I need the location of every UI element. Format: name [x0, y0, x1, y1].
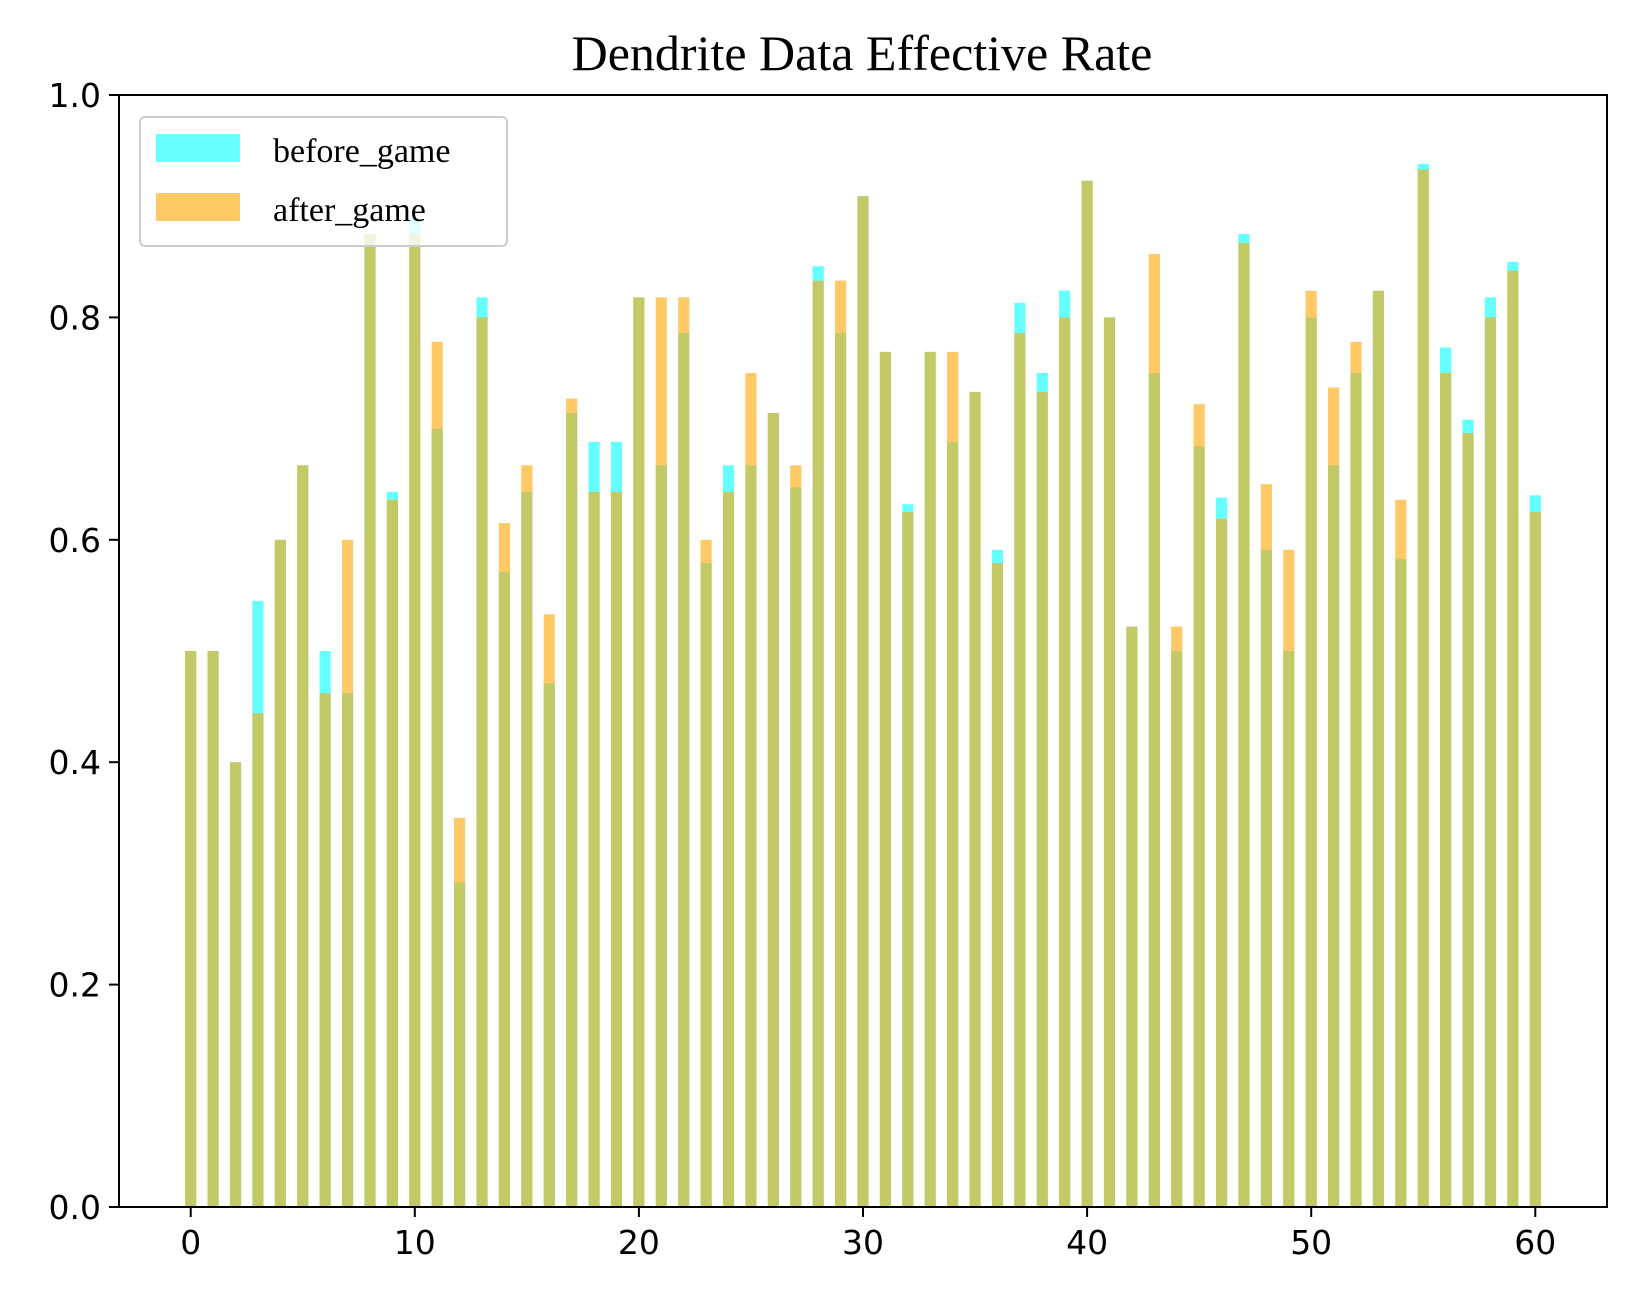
- legend-label-before-game: before_game: [273, 133, 450, 170]
- x-tick-label-60: 60: [1514, 1223, 1556, 1262]
- x-tick-label-50: 50: [1290, 1223, 1332, 1262]
- bar-after-game-15: [521, 465, 533, 1207]
- bar-after-game-45: [1193, 404, 1205, 1207]
- bar-after-game-57: [1462, 433, 1474, 1208]
- bar-after-game-13: [476, 317, 488, 1207]
- bar-after-game-38: [1036, 391, 1048, 1207]
- chart-title: Dendrite Data Effective Rate: [572, 25, 1153, 81]
- bar-after-game-2: [229, 762, 242, 1207]
- bar-after-game-8: [364, 234, 376, 1207]
- y-tick-label-0.2: 0.2: [49, 966, 101, 1005]
- bar-after-game-48: [1260, 484, 1272, 1207]
- bar-after-game-20: [633, 297, 645, 1207]
- bar-after-game-30: [857, 196, 869, 1207]
- x-tick-label-30: 30: [842, 1223, 884, 1262]
- plot-frame: [118, 94, 1608, 1208]
- bar-after-game-7: [341, 539, 354, 1207]
- bar-after-game-3: [252, 713, 264, 1207]
- bar-after-game-55: [1417, 169, 1429, 1207]
- bar-after-game-37: [1014, 332, 1026, 1207]
- bar-after-game-40: [1081, 180, 1093, 1207]
- bar-after-game-42: [1126, 626, 1138, 1207]
- bar-after-game-32: [902, 512, 914, 1207]
- bar-after-game-39: [1059, 317, 1071, 1207]
- x-tick-label-10: 10: [394, 1223, 436, 1262]
- bar-after-game-10: [409, 234, 421, 1207]
- bar-after-game-18: [588, 491, 600, 1207]
- bars-group: [185, 163, 1541, 1208]
- bar-after-game-16: [543, 614, 555, 1207]
- bar-after-game-24: [722, 491, 735, 1207]
- bar-after-game-47: [1238, 242, 1250, 1207]
- bar-after-game-5: [297, 465, 309, 1207]
- x-tick-label-0: 0: [180, 1223, 201, 1262]
- bar-after-game-22: [678, 297, 690, 1207]
- bar-after-game-19: [610, 491, 623, 1207]
- bar-after-game-0: [185, 651, 197, 1207]
- bar-after-game-60: [1529, 512, 1541, 1207]
- bar-after-game-21: [655, 297, 667, 1207]
- bar-after-game-53: [1372, 290, 1385, 1207]
- bar-after-game-54: [1395, 499, 1407, 1207]
- legend: before_game after_game: [139, 116, 508, 247]
- bar-after-game-43: [1148, 254, 1160, 1208]
- legend-swatch-before-game: [156, 134, 240, 162]
- bar-after-game-36: [991, 563, 1004, 1207]
- bar-after-game-35: [969, 391, 981, 1207]
- bar-after-game-51: [1328, 387, 1340, 1207]
- x-tick-label-20: 20: [618, 1223, 660, 1262]
- bar-after-game-6: [319, 693, 331, 1207]
- bar-after-game-28: [812, 280, 824, 1208]
- bar-after-game-31: [879, 351, 892, 1207]
- legend-label-after-game: after_game: [273, 192, 426, 229]
- y-tick-label-0.0: 0.0: [49, 1188, 101, 1227]
- axis-ticks: 0 10 20 30 40 50 60 0.0 0.2 0.4 0.6 0.8 1.0: [49, 76, 1557, 1262]
- bar-after-game-29: [834, 280, 847, 1208]
- bar-after-game-23: [700, 539, 712, 1207]
- bar-after-game-9: [386, 499, 398, 1207]
- bar-after-game-59: [1507, 270, 1519, 1207]
- bar-after-game-56: [1440, 373, 1452, 1207]
- y-tick-label-0.8: 0.8: [49, 298, 101, 337]
- bar-after-game-34: [947, 351, 959, 1207]
- bar-after-game-44: [1171, 626, 1183, 1207]
- bar-after-game-25: [745, 373, 757, 1207]
- bar-after-game-49: [1283, 549, 1295, 1207]
- bar-after-game-1: [207, 651, 219, 1207]
- bar-after-game-12: [454, 817, 466, 1207]
- bar-after-game-27: [790, 465, 802, 1207]
- legend-swatch-after-game: [156, 193, 240, 221]
- bar-after-game-33: [924, 351, 936, 1207]
- x-tick-label-40: 40: [1066, 1223, 1108, 1262]
- bar-after-game-4: [274, 539, 286, 1207]
- y-tick-label-0.4: 0.4: [49, 743, 101, 782]
- bar-after-game-41: [1103, 317, 1116, 1207]
- y-tick-label-1.0: 1.0: [49, 76, 101, 115]
- bar-after-game-17: [566, 398, 578, 1207]
- bar-after-game-26: [767, 413, 779, 1208]
- y-tick-label-0.6: 0.6: [49, 521, 101, 560]
- bar-after-game-50: [1305, 290, 1317, 1207]
- bar-after-game-14: [498, 523, 511, 1207]
- bar-after-game-58: [1484, 317, 1497, 1207]
- bar-after-game-52: [1350, 341, 1362, 1207]
- bar-after-game-46: [1215, 518, 1228, 1207]
- bar-after-game-11: [431, 341, 443, 1207]
